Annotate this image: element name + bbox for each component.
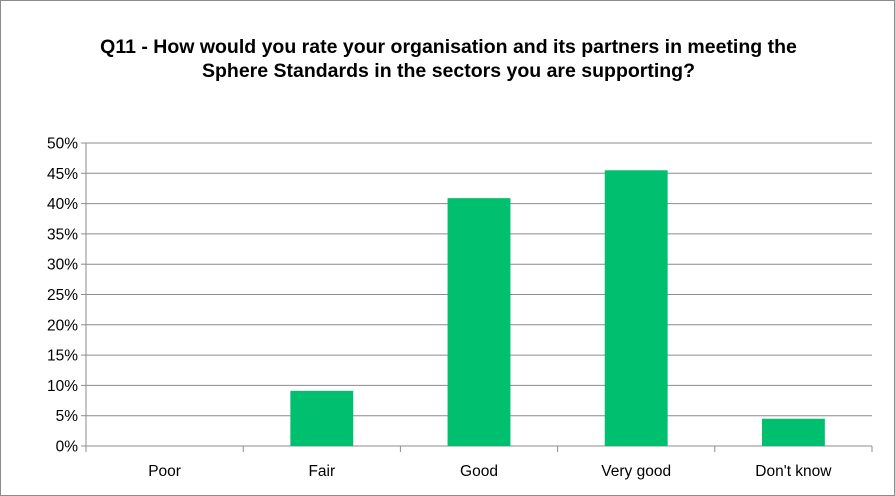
bar <box>761 418 825 446</box>
x-tick-label: Fair <box>308 463 335 480</box>
bar <box>604 170 668 446</box>
chart-title: Q11 - How would you rate your organisati… <box>100 36 797 82</box>
x-tick-label: Don't know <box>755 463 832 480</box>
y-tick-label: 25% <box>47 287 78 304</box>
x-tick-label: Very good <box>601 463 671 480</box>
x-tick-label: Poor <box>148 463 181 480</box>
y-tick-label: 30% <box>47 257 78 274</box>
x-tick-label: Good <box>460 463 498 480</box>
y-tick-label: 5% <box>56 408 79 425</box>
y-tick-label: 10% <box>47 378 78 395</box>
y-tick-label: 45% <box>47 166 78 183</box>
y-tick-label: 0% <box>56 439 79 456</box>
bar <box>447 198 511 446</box>
y-tick-label: 20% <box>47 317 78 334</box>
y-tick-label: 35% <box>47 226 78 243</box>
y-tick-label: 40% <box>47 196 78 213</box>
bar <box>290 390 354 446</box>
y-tick-label: 50% <box>47 136 78 153</box>
y-tick-label: 15% <box>47 348 78 365</box>
